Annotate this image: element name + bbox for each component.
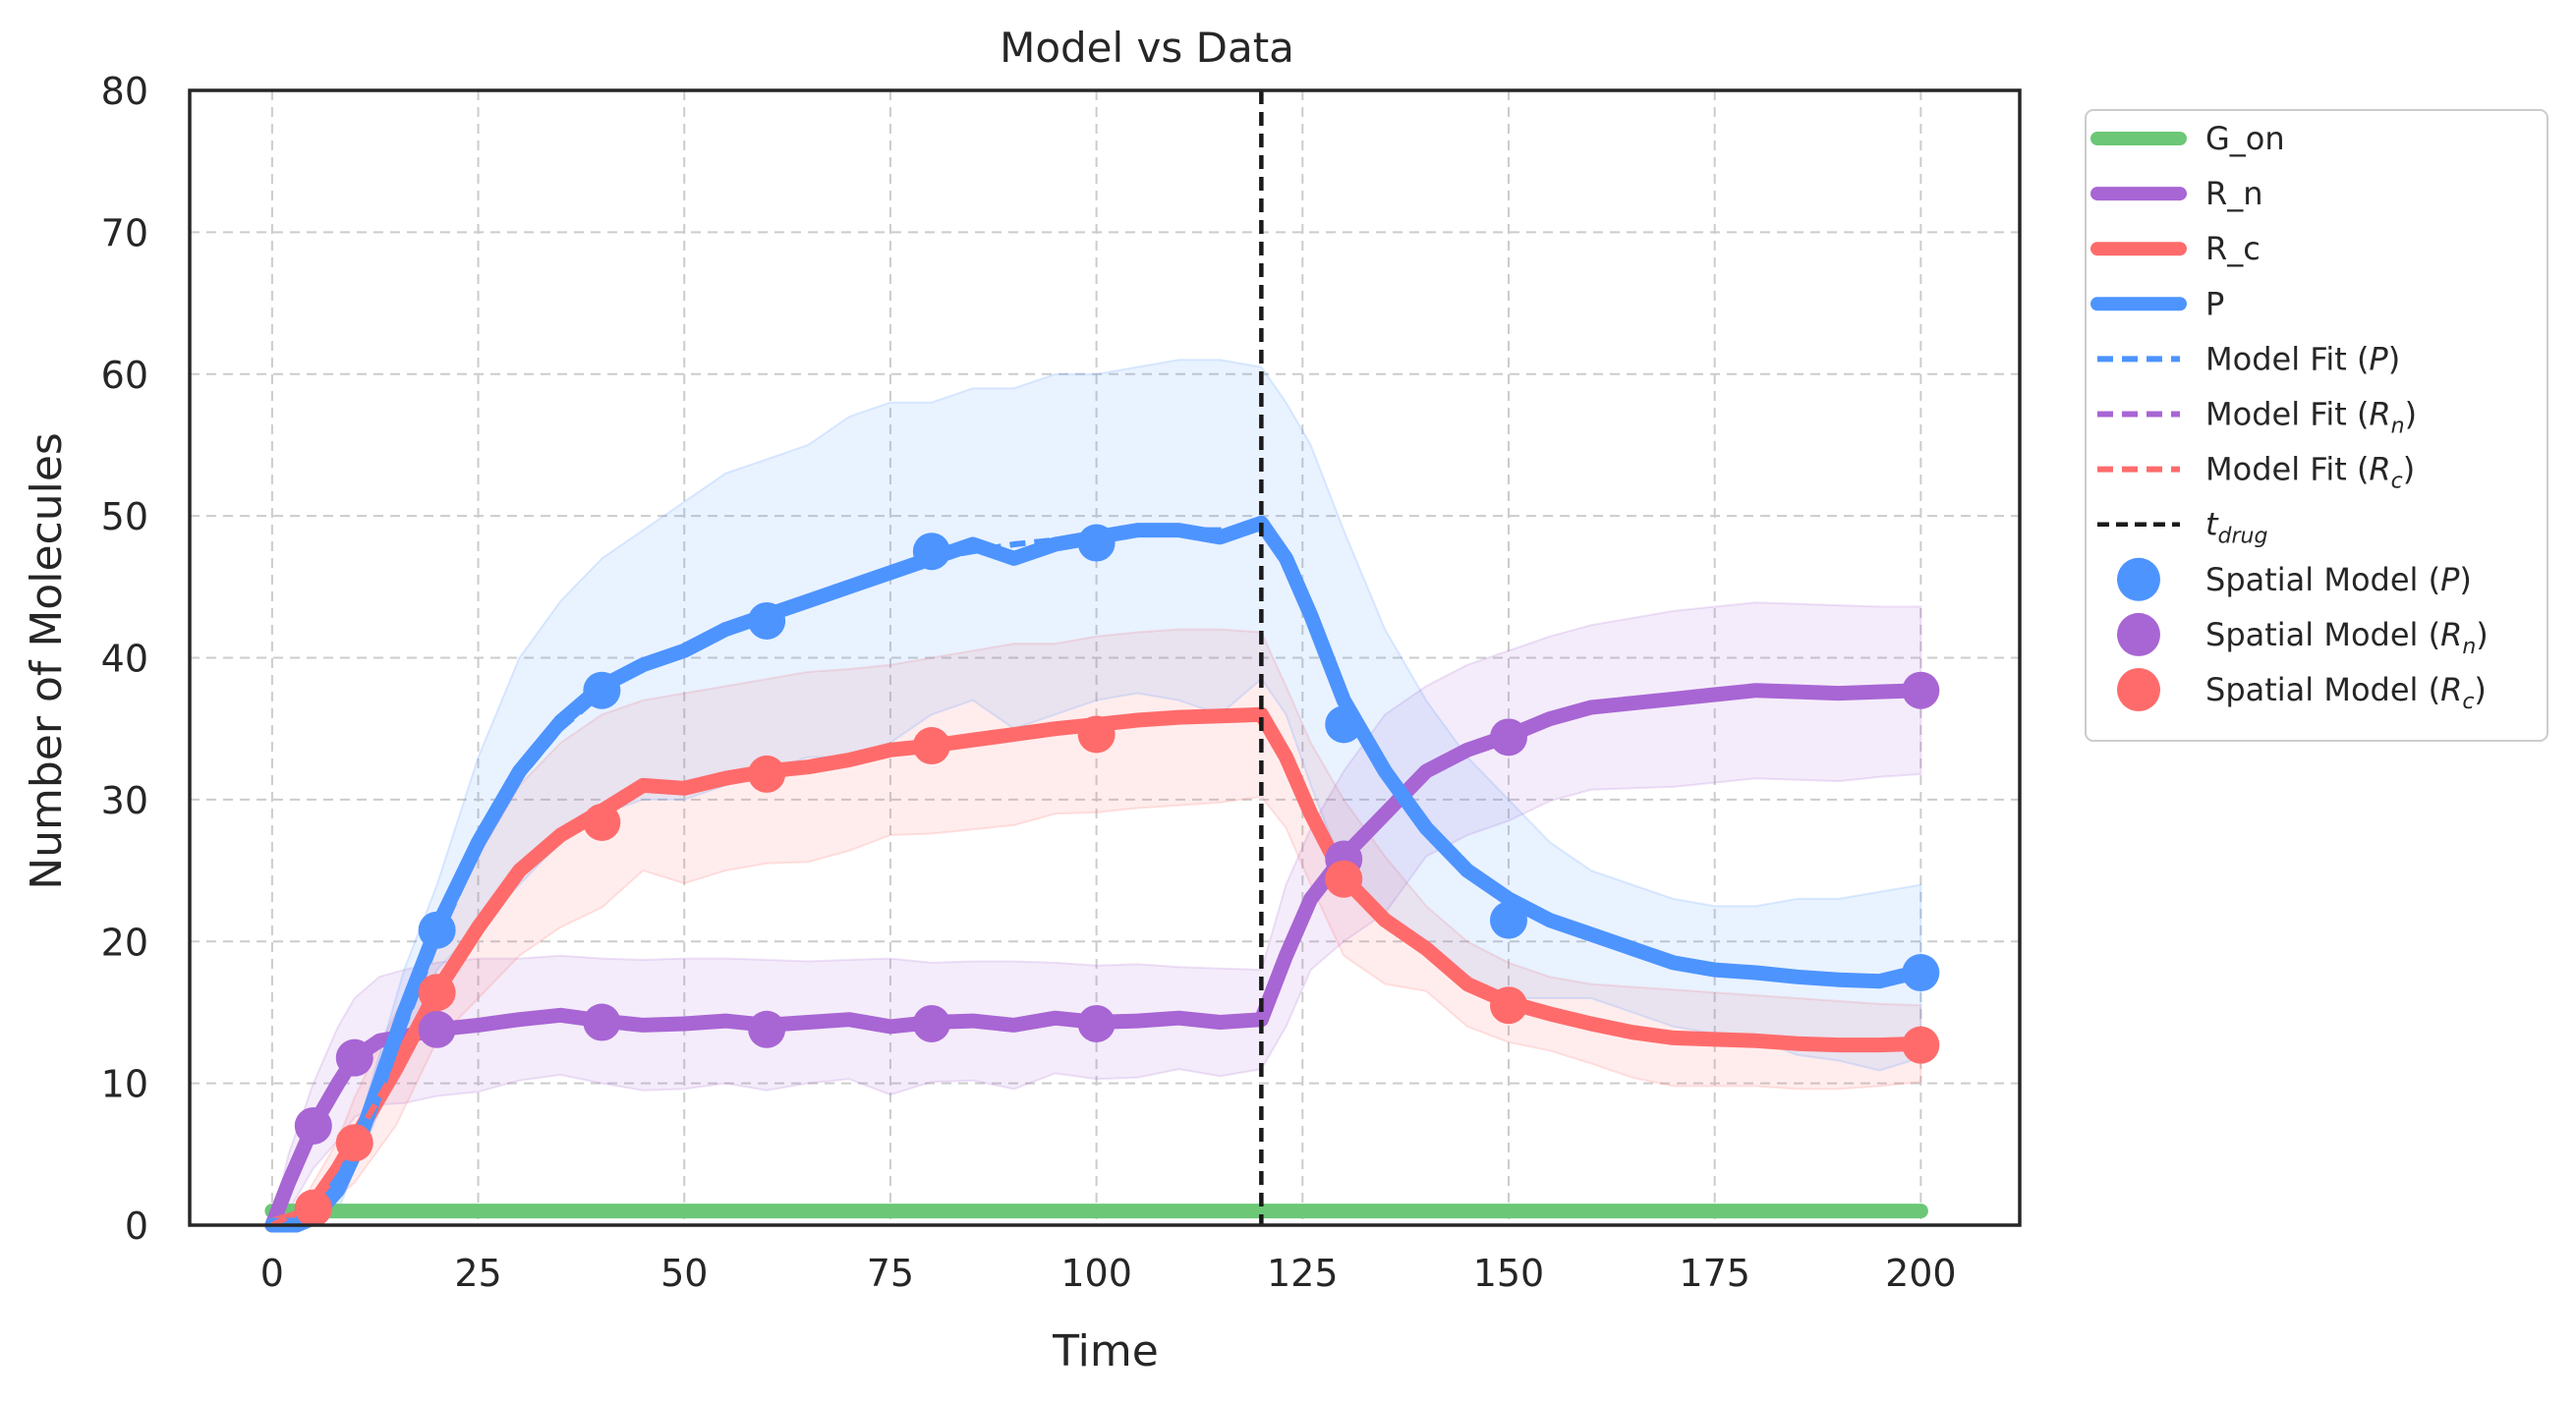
legend-box (2085, 109, 2548, 742)
point-spatial-model-p- (418, 911, 456, 949)
axis-ticks: 0 25 50 75 100 125 150 175 200 0 10 20 30 40 50 60 70 80 (101, 70, 1957, 1295)
point-spatial-model-p- (1077, 524, 1116, 562)
legend-label: Spatial Model (P) (2205, 561, 2472, 598)
point-spatial-model-p- (1489, 901, 1527, 939)
point-spatial-model-r-c- (1077, 715, 1116, 754)
y-tick-label: 0 (125, 1205, 148, 1248)
legend-label: tdrug (2205, 506, 2268, 549)
point-spatial-model-r-c- (1325, 860, 1363, 898)
legend-label: Spatial Model (Rn) (2205, 616, 2489, 659)
y-tick-label: 10 (101, 1063, 148, 1106)
legend-swatch-dot (2117, 557, 2160, 601)
legend-label: P (2205, 285, 2224, 322)
point-spatial-model-p- (1902, 954, 1940, 992)
legend-swatch-dot (2117, 668, 2160, 711)
y-axis-label: Number of Molecules (22, 432, 72, 890)
y-tick-label: 40 (101, 638, 148, 681)
legend-item: G_on (2090, 120, 2285, 157)
legend-item: Model Fit (Rc) (2097, 451, 2415, 494)
x-tick-label: 200 (1885, 1252, 1957, 1295)
legend-swatch-dot (2117, 612, 2160, 656)
y-tick-label: 20 (101, 921, 148, 964)
legend-item: R_n (2090, 175, 2263, 212)
point-spatial-model-r-n- (1902, 671, 1940, 709)
legend-label: R_c (2205, 230, 2261, 267)
legend-label: G_on (2205, 120, 2285, 157)
legend-label: Model Fit (P) (2205, 340, 2400, 377)
x-tick-label: 175 (1679, 1252, 1750, 1295)
x-tick-label: 125 (1267, 1252, 1339, 1295)
legend-item: Spatial Model (P) (2117, 557, 2472, 601)
point-spatial-model-r-n- (1077, 1004, 1116, 1042)
x-tick-label: 25 (454, 1252, 501, 1295)
series-points (294, 524, 1940, 1227)
fit-model-fit-r-n- (1508, 687, 1921, 739)
legend-item: Spatial Model (Rn) (2117, 612, 2489, 659)
point-spatial-model-r-n- (583, 1003, 621, 1041)
point-spatial-model-p- (1325, 705, 1363, 744)
plot-frame (188, 88, 2022, 1227)
point-spatial-model-r-n- (294, 1106, 332, 1145)
y-tick-label: 30 (101, 779, 148, 822)
x-axis-label: Time (1052, 1326, 1159, 1376)
legend-label: R_n (2205, 175, 2263, 212)
point-spatial-model-p- (583, 671, 621, 709)
point-spatial-model-r-c- (1902, 1026, 1940, 1064)
point-spatial-model-r-c- (1489, 986, 1527, 1025)
point-spatial-model-r-c- (748, 755, 786, 793)
legend-item: Spatial Model (Rc) (2117, 668, 2487, 714)
legend-label: Spatial Model (Rc) (2205, 671, 2487, 714)
point-spatial-model-r-c- (912, 727, 950, 765)
y-tick-label: 60 (101, 354, 148, 397)
legend-label: Model Fit (Rc) (2205, 451, 2415, 494)
point-spatial-model-r-n- (335, 1038, 373, 1077)
y-tick-label: 70 (101, 211, 148, 254)
y-tick-label: 80 (101, 70, 148, 113)
legend-item: Model Fit (P) (2097, 340, 2400, 377)
point-spatial-model-r-n- (1489, 718, 1527, 757)
x-tick-label: 100 (1060, 1252, 1132, 1295)
legend-label: Model Fit (Rn) (2205, 396, 2417, 439)
x-tick-label: 50 (660, 1252, 708, 1295)
chart-title: Model vs Data (1000, 24, 1294, 72)
point-spatial-model-r-c- (294, 1189, 332, 1227)
x-tick-label: 150 (1473, 1252, 1545, 1295)
legend: G_on R_n R_c P Model Fit (P) Model Fit (Rn) Mo… (2085, 109, 2548, 742)
x-tick-label: 75 (867, 1252, 914, 1295)
y-tick-label: 50 (101, 495, 148, 538)
point-spatial-model-p- (748, 601, 786, 640)
legend-item: P (2090, 285, 2224, 322)
point-spatial-model-r-n- (418, 1010, 456, 1048)
x-tick-label: 0 (260, 1252, 284, 1295)
point-spatial-model-r-n- (748, 1010, 786, 1048)
point-spatial-model-r-n- (912, 1004, 950, 1042)
point-spatial-model-r-c- (335, 1124, 373, 1162)
point-spatial-model-r-c- (583, 803, 621, 841)
legend-item: R_c (2090, 230, 2261, 267)
point-spatial-model-r-c- (418, 974, 456, 1012)
legend-item: Model Fit (Rn) (2097, 396, 2417, 439)
line-p (264, 515, 1928, 1233)
point-spatial-model-p- (912, 533, 950, 571)
fit-model-fit-r-c- (270, 869, 522, 1228)
legend-item: tdrug (2097, 506, 2268, 549)
